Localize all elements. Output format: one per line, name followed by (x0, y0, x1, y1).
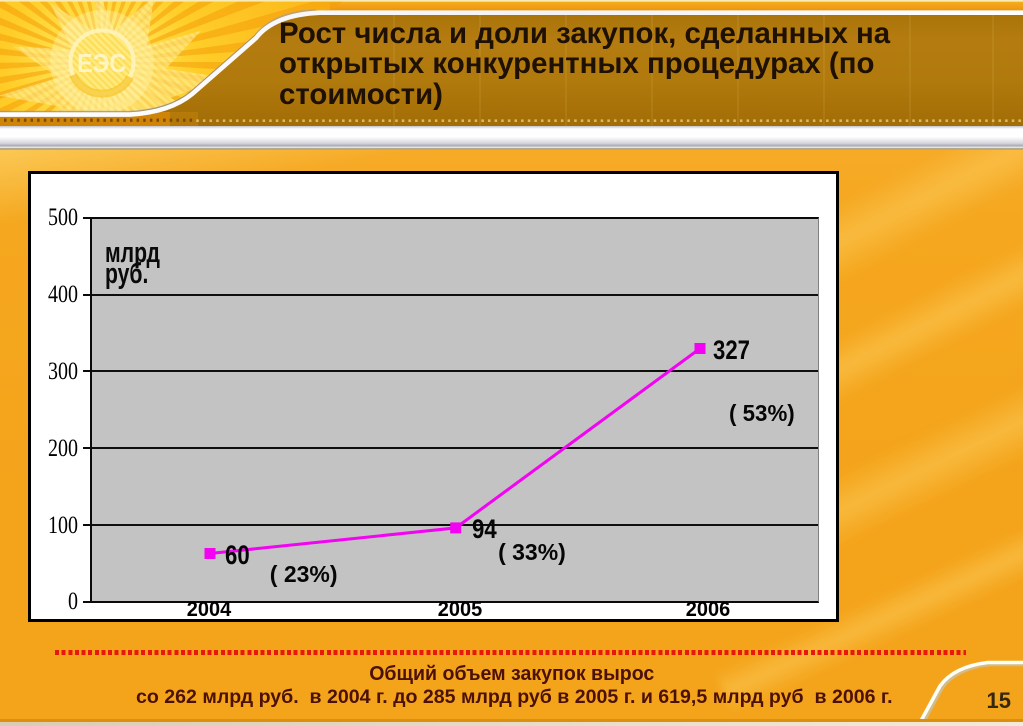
svg-text:ЕЭС: ЕЭС (77, 50, 126, 78)
